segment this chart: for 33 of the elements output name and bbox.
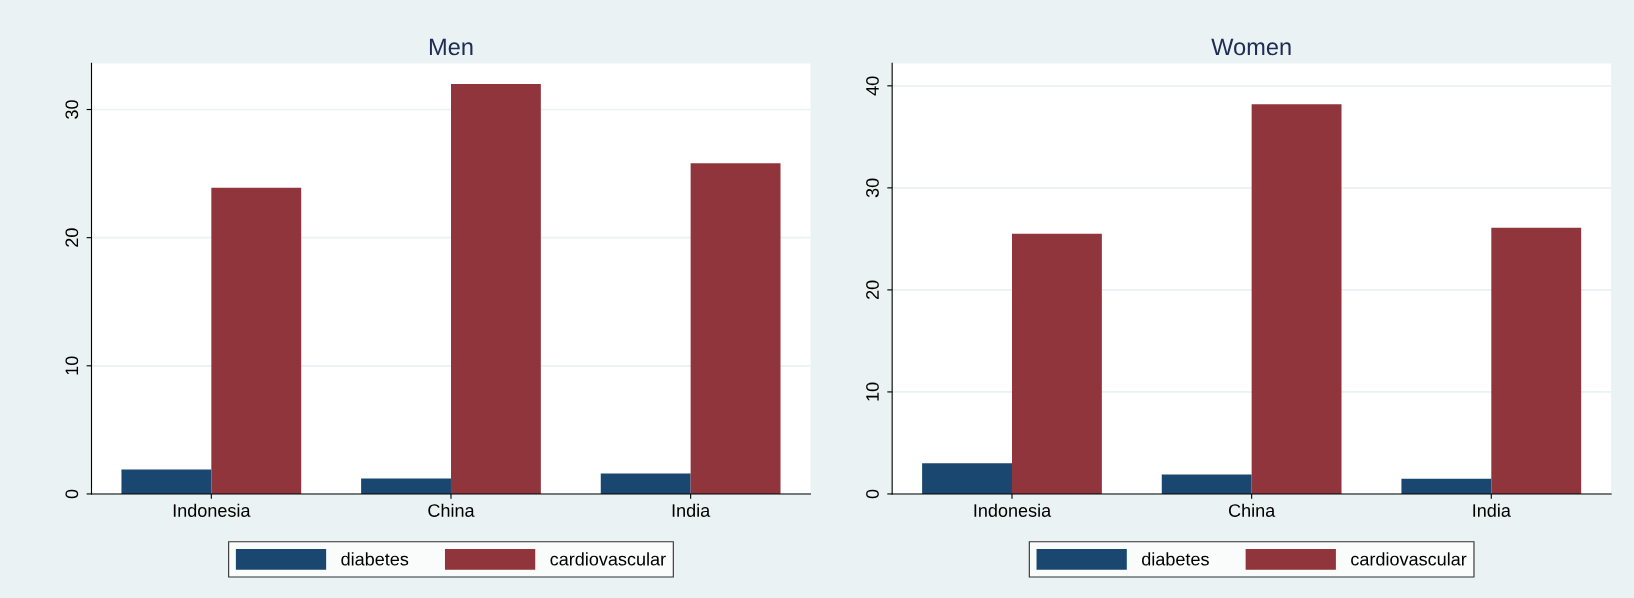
y-tick-label: 20 <box>65 228 79 247</box>
x-tick-label: India <box>672 503 711 517</box>
legend-label: diabetes <box>1142 552 1209 566</box>
bar <box>1011 233 1102 494</box>
bar <box>1401 478 1492 494</box>
y-tick-label: 0 <box>866 489 879 499</box>
chart-title: Men <box>429 38 473 56</box>
bar <box>361 478 451 494</box>
bar <box>690 163 781 494</box>
bar <box>450 83 541 494</box>
bar <box>600 473 691 494</box>
x-tick-label: China <box>1228 503 1276 517</box>
bar <box>121 469 212 494</box>
y-tick-label: 30 <box>65 100 79 119</box>
bar <box>1491 227 1582 494</box>
legend-label: cardiovascular <box>550 552 666 566</box>
bar <box>211 187 302 494</box>
y-tick-label: 20 <box>866 280 879 300</box>
y-tick-label: 0 <box>65 489 79 499</box>
bar <box>1251 104 1342 494</box>
bar <box>922 463 1012 494</box>
legend-label: diabetes <box>341 552 409 566</box>
y-tick-label: 40 <box>866 76 879 96</box>
x-tick-label: Indonesia <box>173 503 251 517</box>
x-tick-label: India <box>1473 503 1511 517</box>
x-tick-label: Indonesia <box>974 503 1052 517</box>
y-tick-label: 10 <box>65 356 79 375</box>
y-tick-label: 30 <box>866 178 879 198</box>
legend-label: cardiovascular <box>1351 552 1467 566</box>
chart-title: Women <box>1211 38 1291 56</box>
bar <box>1161 474 1252 494</box>
x-tick-label: China <box>428 503 475 517</box>
y-tick-label: 10 <box>866 382 879 401</box>
